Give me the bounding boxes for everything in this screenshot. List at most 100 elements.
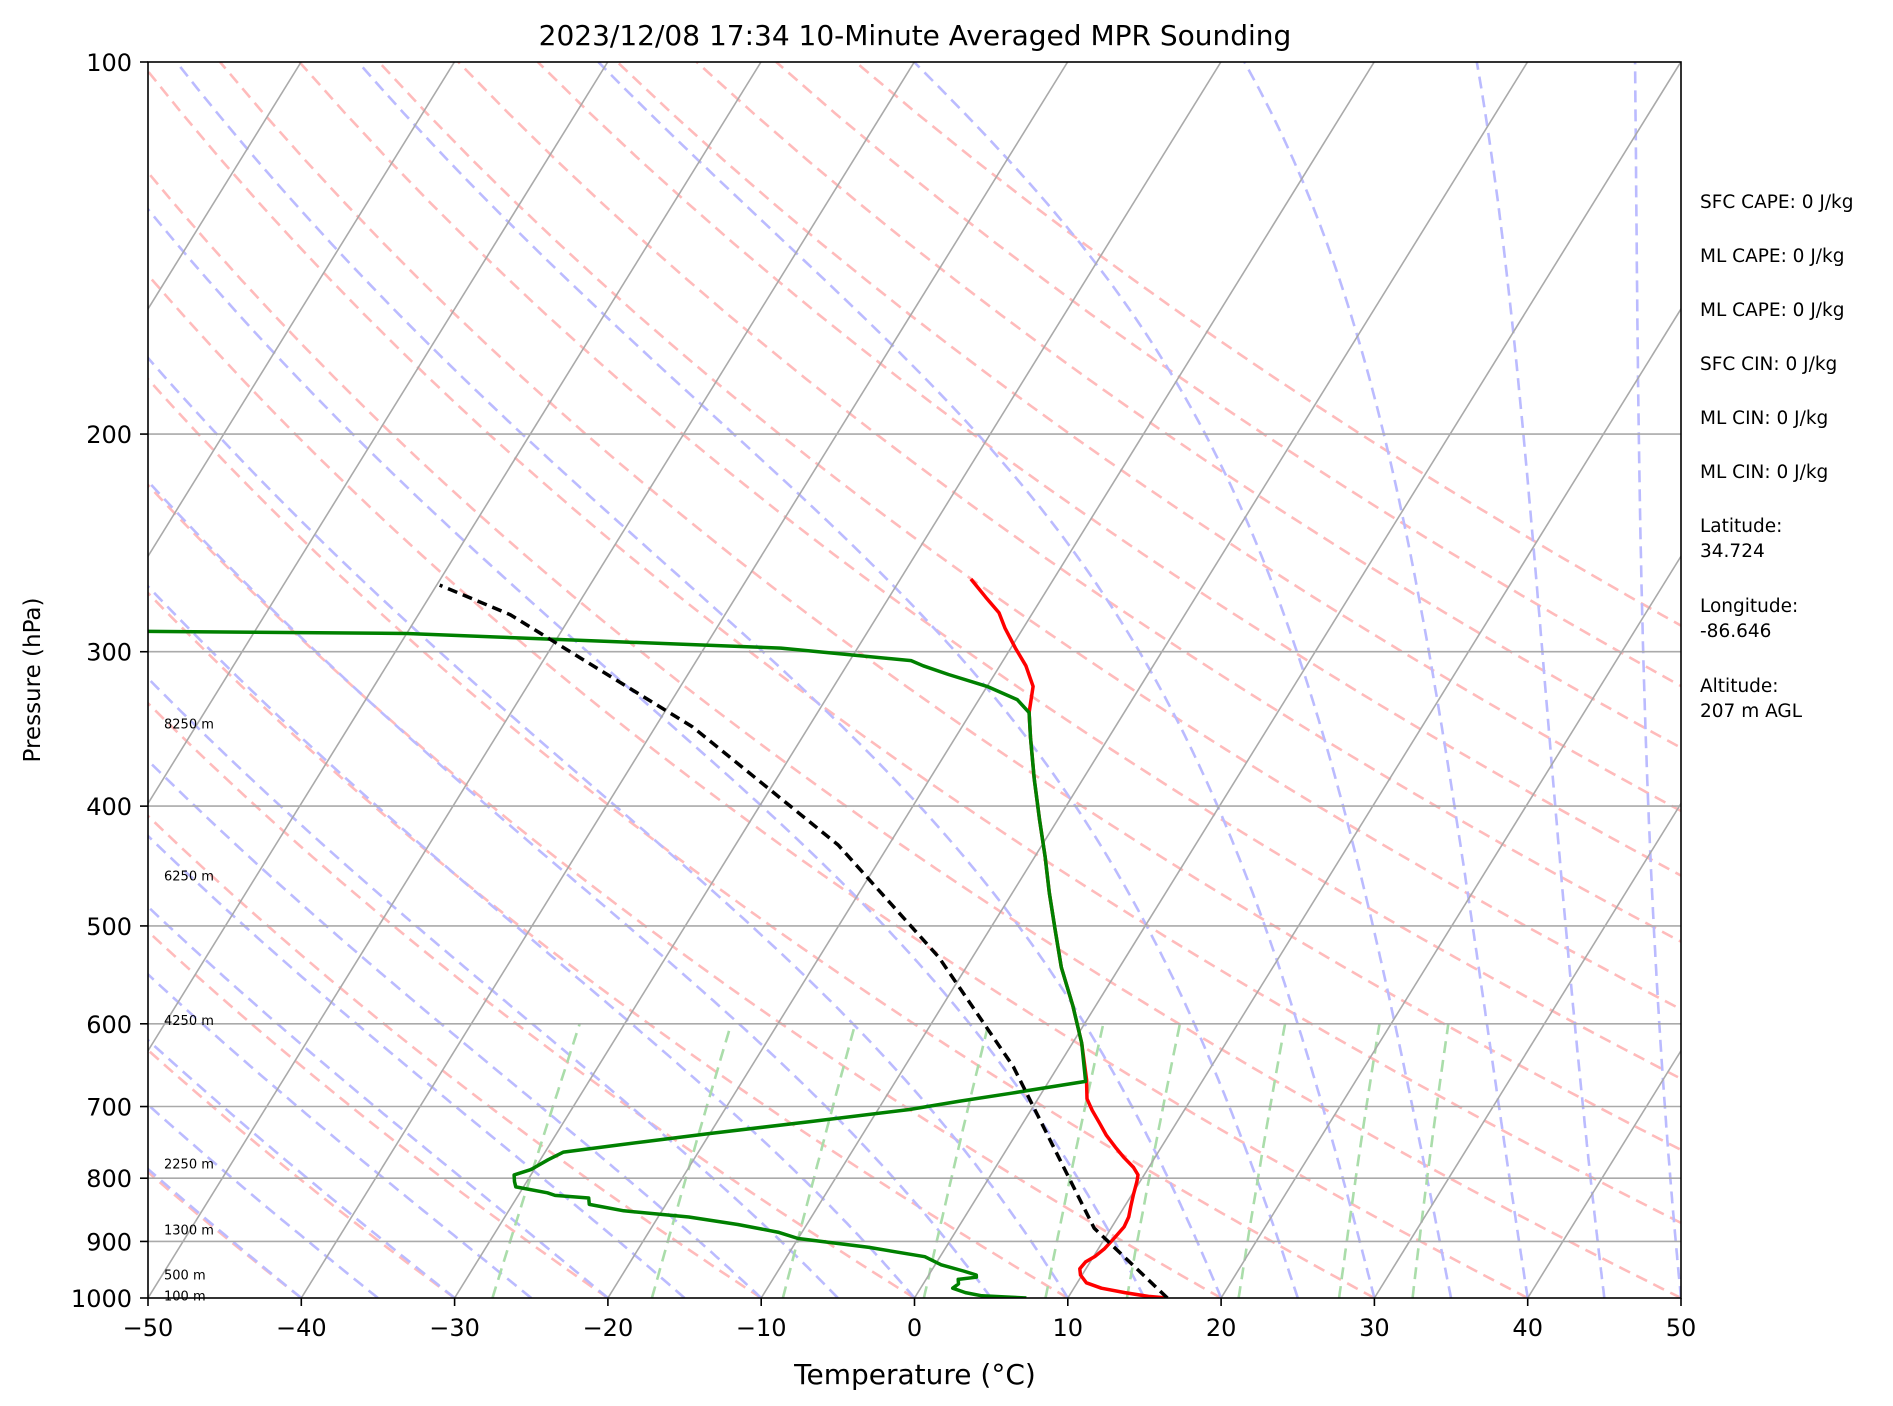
x-tick-label: 50: [1666, 1314, 1697, 1342]
isotherm: [300, 62, 1069, 1298]
isotherm: [1220, 554, 1681, 1298]
dry-adiabat: [148, 1048, 456, 1298]
height-label: 6250 m: [164, 869, 214, 884]
dry-adiabat: [695, 62, 1681, 750]
moist-adiabat: [148, 758, 763, 1298]
info-line: SFC CAPE: 0 J/kg: [1700, 192, 1854, 213]
height-label: 2250 m: [164, 1157, 214, 1172]
dry-adiabat: [148, 69, 1681, 1225]
dry-adiabat: [536, 62, 1681, 878]
height-label: 4250 m: [164, 1014, 214, 1029]
dry-adiabat: [148, 377, 1376, 1298]
y-tick-label: 300: [86, 639, 132, 667]
y-tick-label: 1000: [71, 1285, 132, 1313]
dry-adiabat: [298, 62, 1681, 1081]
x-tick-label: −20: [583, 1314, 634, 1342]
moist-adiabat: [175, 62, 1223, 1298]
dry-adiabat: [148, 701, 916, 1298]
x-tick-label: 20: [1206, 1314, 1237, 1342]
moist-adiabat: [148, 972, 533, 1298]
mixing-ratio-line: [491, 1023, 581, 1298]
y-axis: 100 200 300 400 500 600 700 800 900 1000: [71, 49, 148, 1313]
isotherm: [1067, 307, 1681, 1298]
moist-adiabat: [1243, 62, 1529, 1298]
isotherm: [148, 62, 915, 1298]
dry-adiabat: [148, 273, 1529, 1298]
y-tick-label: 500: [86, 913, 132, 941]
isotherm: [607, 62, 1375, 1298]
dry-adiabat: [148, 591, 1069, 1298]
chart-title: 2023/12/08 17:34 10-Minute Averaged MPR …: [539, 19, 1292, 52]
isotherm: [1527, 1049, 1681, 1298]
dry-adiabat: [775, 62, 1681, 688]
y-tick-label: 800: [86, 1165, 132, 1193]
isotherm: [453, 62, 1222, 1298]
y-tick-label: 600: [86, 1011, 132, 1039]
y-tick-label: 700: [86, 1094, 132, 1122]
moist-adiabat: [148, 834, 686, 1298]
moist-adiabat: [148, 1167, 303, 1298]
y-tick-label: 900: [86, 1228, 132, 1256]
y-tick-label: 400: [86, 793, 132, 821]
info-line: Altitude:: [1700, 676, 1779, 697]
height-label: 1300 m: [164, 1223, 214, 1238]
isotherm: [1373, 801, 1681, 1298]
isotherm: [148, 62, 456, 558]
parcel-profile: [439, 583, 1169, 1298]
isotherm: [148, 62, 762, 1053]
sounding-profiles: [148, 577, 1169, 1298]
moist-adiabat: [148, 355, 1069, 1298]
moist-adiabat: [148, 676, 839, 1298]
x-tick-label: 40: [1512, 1314, 1543, 1342]
info-line: ML CAPE: 0 J/kg: [1700, 300, 1844, 321]
info-line: -86.646: [1700, 621, 1771, 642]
moist-adiabat: [148, 1102, 379, 1298]
height-label: 8250 m: [164, 718, 214, 733]
moist-adiabat: [148, 479, 993, 1298]
info-line: SFC CIN: 0 J/kg: [1700, 354, 1837, 375]
mixing-ratio-line: [1337, 1023, 1381, 1298]
dry-adiabat: [148, 483, 1222, 1298]
x-tick-label: 30: [1359, 1314, 1390, 1342]
x-axis: −50 −40 −30 −20 −10 0 10 20 30 40 50: [123, 1298, 1697, 1342]
height-label: 100 m: [164, 1289, 206, 1304]
dewpoint-profile: [148, 629, 1088, 1298]
isotherm: [148, 62, 302, 311]
info-line: ML CIN: 0 J/kg: [1700, 408, 1828, 429]
x-tick-label: −40: [276, 1314, 327, 1342]
moist-adiabat: [148, 584, 916, 1298]
dry-adiabat: [457, 62, 1681, 944]
isotherm: [913, 62, 1681, 1298]
info-line: 34.724: [1700, 541, 1765, 562]
isotherm: [148, 62, 609, 805]
info-line: Latitude:: [1700, 516, 1782, 537]
background-lines: [148, 62, 1681, 1298]
info-line: Longitude:: [1700, 596, 1798, 617]
dry-adiabat: [219, 62, 1681, 1152]
moist-adiabat: [597, 62, 1376, 1298]
x-tick-label: −30: [429, 1314, 480, 1342]
x-tick-label: −10: [736, 1314, 787, 1342]
moist-adiabat: [913, 62, 1453, 1298]
x-tick-label: 10: [1053, 1314, 1084, 1342]
y-tick-label: 200: [86, 421, 132, 449]
mixing-ratio-line: [922, 1023, 990, 1298]
x-tick-label: −50: [123, 1314, 174, 1342]
dry-adiabat: [148, 170, 1681, 1298]
y-axis-label: Pressure (hPa): [20, 598, 46, 763]
y-tick-label: 100: [86, 49, 132, 77]
dry-adiabat: [148, 929, 609, 1298]
info-line: ML CIN: 0 J/kg: [1700, 462, 1828, 483]
isotherm: [760, 62, 1529, 1298]
moist-adiabat: [1633, 62, 1681, 1298]
info-line: ML CAPE: 0 J/kg: [1700, 246, 1844, 267]
x-tick-label: 0: [907, 1314, 922, 1342]
dry-adiabat: [377, 62, 1681, 1011]
sounding-info-panel: SFC CAPE: 0 J/kg ML CAPE: 0 J/kg ML CAPE: …: [1700, 192, 1854, 722]
mixing-ratio-line: [1237, 1023, 1287, 1298]
moist-adiabat: [357, 62, 1300, 1298]
moist-adiabat: [148, 207, 1146, 1298]
height-label: 500 m: [164, 1268, 206, 1283]
dry-adiabat: [148, 1170, 303, 1298]
